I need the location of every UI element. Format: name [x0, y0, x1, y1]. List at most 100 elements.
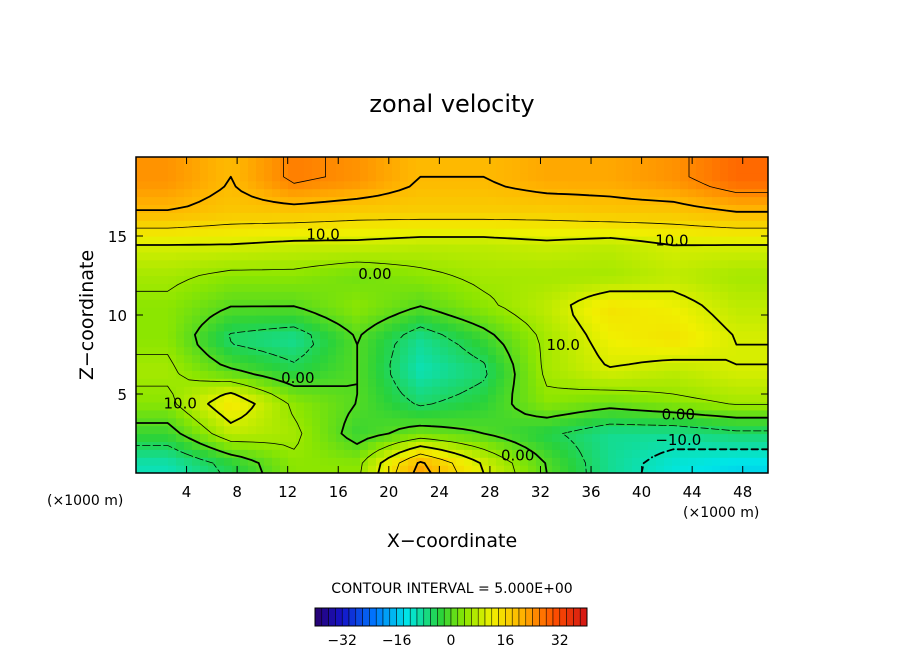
field-cell	[608, 172, 617, 182]
field-cell	[264, 275, 273, 284]
field-cell	[304, 212, 313, 221]
field-cell	[744, 251, 753, 261]
field-cell	[648, 457, 657, 466]
field-cell	[272, 370, 281, 379]
field-cell	[568, 433, 577, 442]
field-cell	[144, 346, 153, 356]
field-cell	[608, 267, 617, 277]
field-cell	[728, 457, 737, 466]
colorbar-segment	[389, 607, 397, 627]
field-cell	[216, 299, 225, 308]
field-cell	[640, 236, 649, 245]
colorbar-segment	[423, 607, 431, 627]
field-cell	[216, 441, 225, 450]
field-cell	[344, 196, 353, 205]
field-cell	[712, 394, 721, 403]
contour-line	[136, 261, 768, 473]
field-cell	[216, 386, 225, 395]
field-cell	[480, 283, 489, 292]
field-cell	[248, 243, 257, 253]
field-cell	[256, 362, 265, 371]
field-cell	[448, 417, 457, 427]
field-cell	[544, 465, 553, 473]
field-cell	[456, 394, 465, 403]
field-cell	[600, 401, 609, 411]
field-cell	[392, 394, 401, 403]
field-cell	[304, 228, 313, 237]
field-cell	[744, 370, 753, 379]
field-cell	[504, 157, 513, 166]
field-cell	[584, 449, 593, 458]
field-cell	[624, 291, 633, 300]
field-cell	[592, 354, 601, 363]
field-cell	[336, 188, 345, 198]
y-axis-label: Z−coordinate	[76, 250, 98, 380]
field-cell	[672, 157, 681, 166]
field-cell	[600, 330, 609, 340]
field-cell	[600, 409, 609, 419]
field-cell	[176, 236, 185, 245]
field-cell	[584, 267, 593, 277]
field-cell	[136, 465, 145, 473]
field-cell	[448, 251, 457, 261]
field-cell	[192, 441, 201, 450]
field-cell	[672, 322, 681, 332]
field-cell	[304, 433, 313, 442]
field-cell	[256, 315, 265, 324]
field-cell	[528, 188, 537, 198]
field-cell	[328, 283, 337, 292]
field-cell	[144, 251, 153, 261]
field-cell	[144, 188, 153, 198]
colorbar-segment	[430, 607, 438, 627]
field-cell	[720, 196, 729, 205]
field-cell	[272, 307, 281, 316]
field-cell	[688, 338, 697, 348]
field-cell	[536, 259, 545, 269]
field-cell	[368, 378, 377, 387]
field-cell	[328, 330, 337, 340]
field-cell	[296, 243, 305, 253]
field-cell	[208, 425, 217, 435]
field-cell	[144, 354, 153, 363]
field-cell	[368, 188, 377, 198]
field-cell	[392, 370, 401, 379]
field-cell	[616, 172, 625, 182]
field-cell	[728, 188, 737, 198]
field-cell	[472, 212, 481, 221]
field-cell	[568, 315, 577, 324]
field-cell	[288, 180, 297, 190]
field-cell	[520, 354, 529, 363]
field-cell	[552, 441, 561, 450]
field-cell	[672, 346, 681, 356]
field-cell	[280, 204, 289, 213]
field-cell	[176, 307, 185, 316]
field-cell	[416, 291, 425, 300]
field-cell	[480, 457, 489, 466]
field-cell	[256, 228, 265, 237]
field-cell	[720, 386, 729, 395]
field-cell	[552, 330, 561, 340]
field-cell	[432, 220, 441, 229]
field-cell	[720, 370, 729, 379]
field-cell	[344, 157, 353, 166]
field-cell	[512, 386, 521, 395]
field-cell	[744, 394, 753, 403]
field-cell	[176, 346, 185, 356]
field-cell	[336, 291, 345, 300]
field-cell	[448, 220, 457, 229]
field-cell	[144, 291, 153, 300]
field-cell	[360, 228, 369, 237]
field-cell	[600, 307, 609, 316]
field-cell	[664, 259, 673, 269]
field-cell	[488, 275, 497, 284]
field-cell	[472, 441, 481, 450]
field-cell	[552, 457, 561, 466]
field-cell	[416, 275, 425, 284]
field-cell	[184, 338, 193, 348]
field-cell	[680, 362, 689, 371]
field-cell	[184, 307, 193, 316]
field-cell	[360, 283, 369, 292]
field-cell	[528, 164, 537, 174]
field-cell	[408, 433, 417, 442]
field-cell	[656, 401, 665, 411]
